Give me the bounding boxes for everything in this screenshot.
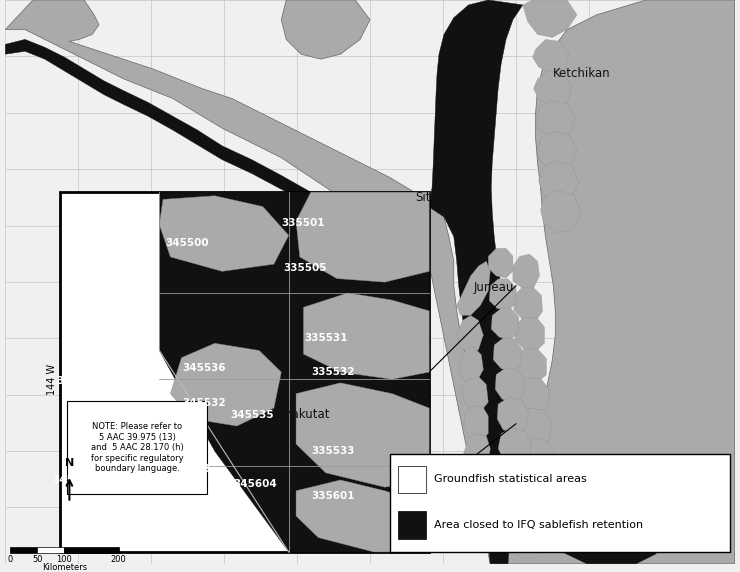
Polygon shape bbox=[522, 0, 577, 37]
Text: 335501: 335501 bbox=[282, 218, 325, 228]
Bar bbox=[391, 454, 730, 553]
Polygon shape bbox=[536, 101, 575, 138]
Polygon shape bbox=[515, 317, 545, 351]
Polygon shape bbox=[534, 71, 572, 106]
Text: 335505: 335505 bbox=[283, 263, 327, 273]
Polygon shape bbox=[503, 488, 540, 529]
Polygon shape bbox=[513, 255, 539, 288]
Polygon shape bbox=[540, 190, 581, 233]
Bar bbox=[59, 192, 429, 552]
Polygon shape bbox=[159, 192, 429, 552]
Polygon shape bbox=[5, 0, 444, 256]
Text: 335533: 335533 bbox=[312, 446, 354, 456]
Polygon shape bbox=[495, 368, 525, 403]
Polygon shape bbox=[488, 248, 513, 278]
Polygon shape bbox=[519, 438, 554, 477]
Text: 50: 50 bbox=[32, 555, 43, 564]
Text: 100: 100 bbox=[56, 555, 73, 564]
Bar bbox=[10, 547, 37, 553]
Polygon shape bbox=[414, 0, 735, 564]
Text: Yakutat: Yakutat bbox=[286, 408, 330, 421]
Polygon shape bbox=[489, 279, 516, 311]
Polygon shape bbox=[159, 196, 289, 271]
Polygon shape bbox=[536, 131, 577, 170]
Text: 345532: 345532 bbox=[182, 398, 226, 408]
Bar bbox=[67, 401, 207, 494]
Polygon shape bbox=[539, 161, 579, 202]
Text: 345500: 345500 bbox=[165, 237, 209, 248]
Text: N: N bbox=[65, 458, 74, 468]
Polygon shape bbox=[506, 518, 545, 559]
Text: 345607: 345607 bbox=[53, 475, 96, 485]
Text: Juneau: Juneau bbox=[474, 281, 514, 294]
Text: 335603: 335603 bbox=[167, 464, 211, 474]
Polygon shape bbox=[429, 0, 522, 564]
Text: CANADA: CANADA bbox=[617, 231, 670, 243]
Text: Sitka: Sitka bbox=[415, 191, 445, 204]
Polygon shape bbox=[464, 434, 490, 471]
Polygon shape bbox=[498, 428, 531, 466]
Polygon shape bbox=[552, 498, 666, 564]
Polygon shape bbox=[462, 376, 488, 412]
Text: 345604: 345604 bbox=[234, 479, 278, 488]
Polygon shape bbox=[522, 467, 558, 507]
Text: 144 W: 144 W bbox=[47, 364, 57, 395]
Text: Ketchikan: Ketchikan bbox=[553, 67, 610, 80]
Polygon shape bbox=[170, 343, 281, 426]
Polygon shape bbox=[533, 39, 569, 73]
Polygon shape bbox=[493, 338, 522, 372]
Polygon shape bbox=[518, 408, 551, 446]
Text: 345602: 345602 bbox=[132, 500, 175, 510]
Polygon shape bbox=[281, 0, 370, 59]
Text: 0: 0 bbox=[7, 555, 13, 564]
Polygon shape bbox=[303, 293, 429, 379]
Circle shape bbox=[495, 470, 515, 490]
Text: NOTE: Please refer to
5 AAC 39.975 (13)
and  5 AAC 28.170 (h)
for specific regul: NOTE: Please refer to 5 AAC 39.975 (13) … bbox=[91, 422, 184, 473]
Circle shape bbox=[498, 494, 512, 507]
Text: 200: 200 bbox=[111, 555, 127, 564]
Polygon shape bbox=[491, 308, 519, 340]
Text: Kilometers: Kilometers bbox=[42, 563, 87, 572]
Polygon shape bbox=[459, 347, 483, 383]
Text: 345608: 345608 bbox=[108, 475, 152, 485]
Text: Groundfish statistical areas: Groundfish statistical areas bbox=[434, 475, 587, 484]
Text: 335601: 335601 bbox=[312, 491, 354, 501]
Text: 335532: 335532 bbox=[312, 367, 354, 377]
Text: 345536: 345536 bbox=[182, 363, 226, 374]
Polygon shape bbox=[525, 498, 562, 539]
Polygon shape bbox=[468, 463, 493, 503]
Polygon shape bbox=[457, 315, 483, 353]
Bar bbox=[398, 466, 426, 493]
Polygon shape bbox=[518, 379, 549, 413]
Text: 335531: 335531 bbox=[304, 333, 347, 343]
Text: 345533: 345533 bbox=[102, 416, 146, 426]
Polygon shape bbox=[464, 406, 488, 442]
Polygon shape bbox=[296, 383, 429, 487]
Text: 345534: 345534 bbox=[147, 443, 190, 452]
Polygon shape bbox=[497, 397, 528, 434]
Polygon shape bbox=[514, 288, 542, 321]
Polygon shape bbox=[516, 349, 546, 383]
Polygon shape bbox=[457, 261, 490, 315]
Polygon shape bbox=[501, 458, 536, 498]
Polygon shape bbox=[296, 192, 429, 282]
Polygon shape bbox=[296, 480, 429, 552]
Bar bbox=[64, 547, 118, 553]
Bar bbox=[398, 511, 426, 539]
Text: 345537: 345537 bbox=[56, 376, 100, 386]
Text: Area closed to IFQ sablefish retention: Area closed to IFQ sablefish retention bbox=[434, 520, 643, 530]
Polygon shape bbox=[5, 39, 429, 276]
Text: 345535: 345535 bbox=[230, 410, 274, 420]
Bar bbox=[37, 547, 64, 553]
